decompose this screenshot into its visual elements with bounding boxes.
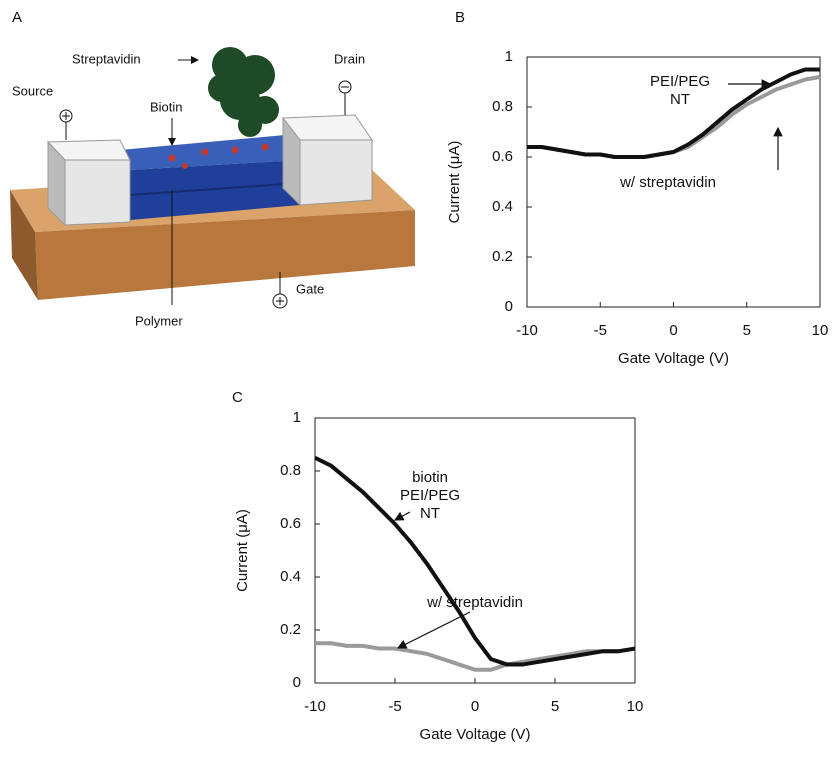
x-tick-label: 10 — [812, 322, 829, 339]
annotation: biotin — [412, 469, 448, 486]
annotation-arrow — [396, 611, 471, 649]
y-tick-label: 0.6 — [492, 148, 513, 165]
y-tick-label: 0.4 — [280, 568, 301, 585]
panel-label: C — [232, 389, 243, 406]
y-tick-label: 0 — [505, 298, 513, 315]
drain-front — [299, 139, 373, 206]
annotation: NT — [420, 505, 440, 522]
diagram-label: Source — [12, 83, 53, 98]
x-tick-label: -5 — [594, 322, 607, 339]
annotation: NT — [670, 91, 690, 108]
x-axis-label: Gate Voltage (V) — [618, 350, 729, 367]
streptavidin-blob — [208, 47, 279, 137]
x-tick-label: 0 — [669, 322, 677, 339]
x-axis-label: Gate Voltage (V) — [420, 726, 531, 743]
diagram-label: Biotin — [150, 99, 183, 114]
x-tick-label: -10 — [304, 698, 326, 715]
y-tick-label: 0 — [293, 674, 301, 691]
channel-top — [120, 135, 300, 170]
annotation: PEI/PEG — [650, 73, 710, 90]
source-front — [64, 159, 131, 226]
y-tick-label: 0.2 — [492, 248, 513, 265]
annotation: w/ streptavidin — [619, 174, 716, 191]
y-tick-label: 0.8 — [280, 462, 301, 479]
y-tick-label: 0.6 — [280, 515, 301, 532]
y-axis-label: Current (μA) — [446, 141, 463, 224]
y-axis-label: Current (μA) — [234, 509, 251, 592]
biotin-dots — [168, 143, 269, 169]
y-tick-label: 0.8 — [492, 98, 513, 115]
data-line — [314, 455, 636, 667]
drain-side — [282, 116, 301, 207]
diagram-label: Gate — [296, 281, 324, 296]
substrate-front — [35, 210, 415, 300]
annotation: w/ streptavidin — [426, 594, 523, 611]
panel-label: A — [12, 9, 22, 26]
x-tick-label: -5 — [388, 698, 401, 715]
substrate-side — [10, 190, 38, 300]
x-tick-label: 0 — [471, 698, 479, 715]
source-side — [47, 140, 66, 227]
y-tick-label: 1 — [293, 409, 301, 426]
device-diagram: Streptavidin Source Drain Biotin Gate Po… — [10, 47, 415, 328]
annotation-arrow — [393, 511, 411, 521]
diagram-label: Polymer — [135, 313, 183, 328]
y-tick-label: 0.2 — [280, 621, 301, 638]
y-tick-label: 0.4 — [492, 198, 513, 215]
diagram-label: Streptavidin — [72, 51, 141, 66]
panel-label: B — [455, 9, 465, 26]
y-tick-label: 1 — [505, 48, 513, 65]
data-line — [315, 641, 636, 672]
x-tick-label: 5 — [551, 698, 559, 715]
x-tick-label: 10 — [627, 698, 644, 715]
x-tick-label: -10 — [516, 322, 538, 339]
diagram-label: Drain — [334, 51, 365, 66]
annotation: PEI/PEG — [400, 487, 460, 504]
x-tick-label: 5 — [743, 322, 751, 339]
plot-frame — [314, 417, 636, 684]
